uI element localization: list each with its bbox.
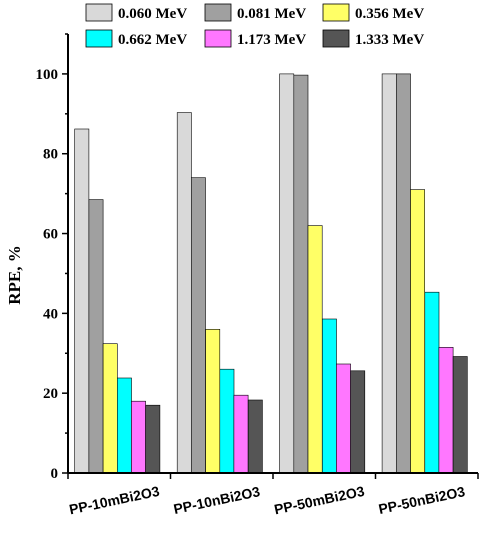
bar-PP-10nBi2O3-0.081-MeV [191, 177, 206, 474]
legend-swatch [85, 29, 113, 48]
bar-PP-10mBi2O3-1.333-MeV [145, 404, 161, 474]
bar-PP-50nBi2O3-0.081-MeV [395, 73, 411, 474]
x-category-label: PP-10nBi2O3 [172, 483, 262, 517]
bar-PP-10mBi2O3-0.356-MeV [102, 343, 118, 474]
bar-PP-50nBi2O3-1.173-MeV [438, 346, 454, 474]
bar-PP-10mBi2O3-0.060-MeV [74, 128, 90, 474]
bar-PP-10nBi2O3-0.662-MeV [219, 368, 235, 474]
legend-swatch [322, 3, 350, 22]
bars-group [74, 73, 468, 474]
legend-label: 0.060 MeV [118, 6, 187, 22]
legend-label: 0.356 MeV [355, 6, 424, 22]
legend-label: 1.333 MeV [355, 32, 424, 48]
y-tick-label: 40 [43, 306, 58, 322]
bar-PP-10mBi2O3-0.662-MeV [117, 377, 132, 474]
y-tick-label: 60 [43, 227, 58, 243]
legend-label: 0.662 MeV [118, 32, 187, 48]
bar-PP-10nBi2O3-0.356-MeV [205, 328, 221, 474]
y-tick-label: 100 [36, 67, 59, 83]
bar-PP-50mBi2O3-0.060-MeV [279, 73, 295, 474]
bar-PP-10nBi2O3-1.333-MeV [247, 399, 263, 474]
legend-label: 0.081 MeV [237, 6, 306, 22]
bar-PP-10mBi2O3-0.081-MeV [88, 199, 104, 474]
bar-PP-50mBi2O3-1.173-MeV [336, 363, 351, 474]
bar-PP-50nBi2O3-0.356-MeV [410, 189, 425, 474]
legend-swatch [85, 3, 113, 22]
bar-PP-50nBi2O3-0.060-MeV [381, 73, 397, 474]
bar-PP-50nBi2O3-0.662-MeV [424, 291, 440, 474]
y-tick-label: 80 [43, 147, 58, 163]
legend-swatch [322, 29, 350, 48]
bar-PP-50nBi2O3-1.333-MeV [452, 356, 468, 474]
bar-PP-10nBi2O3-1.173-MeV [233, 394, 249, 474]
x-category-label: PP-50nBi2O3 [377, 483, 467, 517]
legend-swatch [204, 29, 232, 48]
y-tick-label: 0 [51, 466, 59, 482]
y-tick-label: 20 [43, 386, 58, 402]
x-category-label: PP-50mBi2O3 [273, 483, 366, 518]
bar-PP-50mBi2O3-0.081-MeV [293, 74, 309, 474]
bar-PP-50mBi2O3-0.356-MeV [307, 225, 323, 474]
bar-PP-50mBi2O3-0.662-MeV [321, 318, 337, 474]
y-axis-title: RPE, % [5, 245, 24, 305]
legend-swatch [204, 3, 232, 22]
bar-PP-50mBi2O3-1.333-MeV [350, 370, 366, 474]
bar-PP-10mBi2O3-1.173-MeV [131, 400, 146, 474]
bar-PP-10nBi2O3-0.060-MeV [176, 112, 192, 474]
legend-label: 1.173 MeV [237, 32, 306, 48]
x-category-label: PP-10mBi2O3 [68, 483, 161, 518]
chart-legend: 0.060 MeV 0.081 MeV 0.356 MeV 0.662 MeV 1.17… [85, 3, 424, 48]
